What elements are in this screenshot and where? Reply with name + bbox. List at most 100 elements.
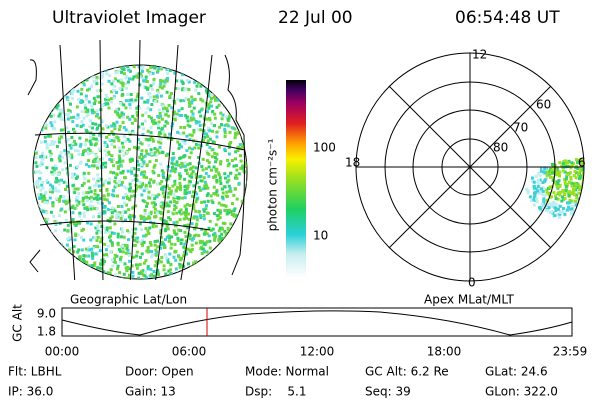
speckle [118, 179, 122, 183]
speckle [69, 230, 73, 234]
speckle [221, 195, 224, 199]
speckle [76, 175, 79, 179]
speckle [61, 117, 65, 121]
speckle [40, 219, 44, 223]
speckle [567, 180, 571, 184]
speckle [229, 222, 233, 226]
speckle [216, 208, 220, 212]
speckle [565, 174, 569, 178]
speckle [576, 214, 580, 217]
speckle [149, 210, 153, 214]
speckle [188, 234, 192, 237]
speckle [152, 165, 156, 169]
speckle [579, 208, 583, 212]
speckle [128, 189, 132, 193]
speckle [190, 172, 194, 176]
speckle [206, 240, 209, 244]
speckle [87, 196, 91, 200]
speckle [147, 232, 151, 235]
speckle [213, 112, 217, 116]
speckle [164, 272, 168, 276]
speckle [222, 95, 226, 99]
caption: Apex MLat/MLT [424, 293, 514, 307]
speckle [208, 137, 212, 141]
speckle [138, 141, 142, 145]
speckle [539, 207, 543, 211]
speckle [64, 258, 68, 262]
speckle [90, 104, 94, 108]
speckle [134, 227, 138, 231]
speckle [131, 77, 135, 81]
speckle [152, 274, 156, 278]
speckle [233, 90, 237, 94]
speckle [121, 246, 125, 250]
speckle [60, 263, 64, 267]
speckle [43, 201, 47, 204]
speckle [106, 193, 110, 197]
speckle [218, 162, 222, 166]
x-label: 00:00 [45, 345, 80, 359]
speckle [161, 130, 165, 134]
speckle [46, 95, 50, 99]
speckle [36, 193, 40, 197]
speckle [66, 223, 70, 227]
speckle [95, 82, 99, 86]
speckle [545, 209, 549, 212]
speckle [42, 85, 46, 89]
speckle [190, 133, 194, 137]
speckle [152, 270, 156, 273]
speckle [577, 173, 581, 177]
speckle [230, 65, 234, 69]
speckle [208, 145, 212, 149]
speckle [528, 195, 532, 199]
speckle [245, 269, 247, 273]
speckle [202, 207, 206, 211]
speckle [110, 215, 114, 219]
speckle [118, 164, 122, 168]
speckle [227, 124, 231, 128]
speckle [560, 199, 564, 203]
speckle [188, 248, 192, 252]
speckle [175, 79, 179, 83]
speckle [230, 159, 234, 162]
speckle [96, 166, 99, 170]
speckle [551, 176, 555, 180]
speckle [82, 227, 85, 231]
speckle [76, 267, 80, 271]
title: Ultraviolet Imager [52, 8, 206, 28]
speckle [40, 162, 44, 166]
speckle [217, 171, 221, 175]
speckle [205, 117, 208, 121]
speckle [97, 177, 101, 181]
speckle [573, 169, 577, 173]
speckle [564, 185, 568, 189]
speckle [126, 65, 130, 68]
speckle [533, 186, 536, 190]
speckle [138, 83, 142, 87]
speckle [33, 244, 37, 248]
speckle [37, 272, 41, 276]
speckle [43, 231, 46, 235]
speckle [238, 70, 242, 74]
mlt-label: 12 [472, 48, 487, 62]
speckle [543, 167, 547, 170]
speckle [212, 95, 216, 99]
speckle [58, 214, 62, 218]
speckle [181, 88, 185, 92]
speckle [187, 88, 191, 91]
speckle [130, 171, 134, 175]
speckle [87, 164, 91, 168]
speckle [160, 86, 164, 90]
speckle [561, 162, 565, 165]
speckle [74, 269, 78, 273]
speckle [36, 228, 40, 232]
speckle [204, 258, 208, 262]
speckle [189, 151, 193, 155]
speckle [203, 114, 206, 118]
speckle [152, 122, 156, 126]
speckle [153, 163, 157, 167]
speckle [197, 156, 201, 159]
speckle [195, 215, 199, 219]
speckle [236, 93, 240, 97]
x-label: 23:59 [553, 345, 588, 359]
